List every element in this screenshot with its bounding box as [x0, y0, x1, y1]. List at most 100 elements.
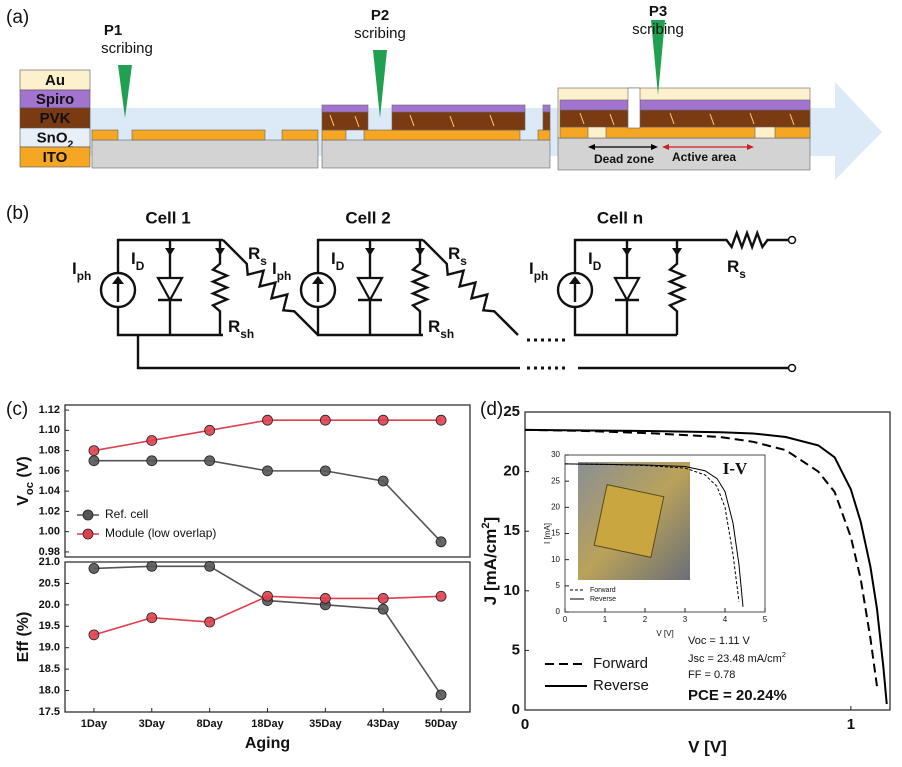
perovskite: [542, 111, 551, 131]
source-label-sub: ph: [277, 269, 292, 283]
scribe-name: P3: [649, 3, 667, 20]
cell-name: Cell n: [597, 208, 643, 227]
y-tick-label: 25: [503, 403, 520, 420]
wire: [316, 307, 423, 337]
marker: [319, 465, 331, 477]
layer-label-sub: 2: [68, 138, 74, 150]
diode-label-part: I: [131, 249, 136, 268]
sno2-ito: [281, 129, 319, 141]
x-tick-label: 0: [563, 615, 568, 624]
grain: [669, 112, 675, 125]
series-label-part: R: [727, 257, 739, 276]
y-axis-label-part: (V): [15, 456, 32, 482]
annotation-part: FF = 0.78: [688, 669, 735, 681]
annotation-sup: 2: [782, 651, 786, 659]
marker: [435, 536, 447, 548]
series-label-part: R: [448, 244, 460, 263]
arrow-head: [651, 144, 658, 150]
y-tick-label: 15: [503, 522, 520, 539]
cell-name: Cell 2: [345, 208, 390, 227]
grain: [329, 114, 335, 127]
x-tick-label: 3Day: [139, 718, 166, 730]
y-tick-label: 21.0: [39, 556, 60, 568]
series-label-part: R: [248, 244, 260, 263]
x-tick-label: 50Day: [425, 718, 458, 730]
shunt-resistor: [666, 240, 688, 335]
diode: [613, 276, 641, 303]
shunt-label-part: R: [428, 317, 440, 336]
diode-label: ID: [588, 249, 602, 273]
source-arrow-head: [312, 276, 324, 284]
current-arrow: [215, 248, 225, 256]
x-tick-label: 3: [683, 615, 688, 624]
layer-label: SnO2: [37, 129, 74, 150]
layer-label-part: PVK: [40, 110, 71, 127]
y-tick-label: 30: [551, 450, 560, 459]
x-tick-label: 35Day: [309, 718, 342, 730]
glass: [91, 139, 319, 169]
series-line: [524, 428, 888, 705]
marker: [262, 465, 273, 477]
spiro: [559, 99, 629, 111]
spiro: [391, 104, 526, 113]
source-arrow-head: [112, 276, 124, 284]
sno2-ito: [131, 129, 266, 141]
shunt-label-part: R: [228, 317, 240, 336]
current-arrow: [415, 248, 425, 256]
layer-label: Au: [45, 72, 65, 89]
p3-gap: [627, 87, 641, 129]
marker: [319, 414, 331, 426]
y-tick-label: 1.00: [39, 526, 60, 538]
marker: [377, 603, 389, 615]
scribe-action: scribing: [101, 40, 153, 57]
marker: [204, 560, 216, 572]
spiro: [542, 104, 551, 113]
legend-label: Ref. cell: [105, 507, 148, 521]
annotation-part: Jsc = 23.48 mA/cm: [688, 653, 782, 665]
device-photo: [593, 484, 665, 558]
source-label: Iph: [72, 259, 91, 283]
layer-label-part: SnO: [37, 129, 68, 146]
grain: [709, 113, 715, 126]
series-resistor: [706, 229, 788, 251]
wire: [316, 238, 423, 273]
layer-label: ITO: [43, 149, 68, 166]
laser: [651, 20, 665, 95]
series-resistor: [222, 239, 319, 336]
y-tick-label: 19.5: [39, 620, 60, 632]
annotation: Jsc = 23.48 mA/cm2: [688, 651, 786, 665]
diode-label-sub: D: [136, 259, 145, 273]
marker: [319, 593, 331, 604]
layer-label-part: Au: [45, 72, 65, 89]
marker: [435, 590, 447, 602]
y-axis-label: I [mA]: [543, 523, 552, 544]
grain: [789, 113, 795, 126]
perovskite: [639, 109, 811, 128]
diode-label-part: I: [588, 249, 593, 268]
y-tick-label: 0: [512, 701, 520, 718]
series-label-sub: s: [739, 267, 746, 281]
annotation: PCE = 20.24%: [688, 687, 787, 704]
y-tick-label: 25: [551, 476, 560, 485]
layer-label: PVK: [40, 110, 71, 127]
annotation: Voc = 1.11 V: [688, 635, 751, 647]
y-axis-label-part: Eff (%): [15, 612, 32, 663]
sno2-ito: [363, 129, 521, 141]
y-tick-label: 20.5: [39, 577, 60, 589]
y-tick-label: 0: [556, 607, 561, 616]
y-tick-label: 1.02: [39, 505, 60, 517]
y-axis-label-sub: oc: [24, 482, 36, 495]
diode: [356, 276, 384, 303]
series-label-sub: s: [460, 254, 467, 268]
y-tick-label: 1.12: [39, 404, 60, 416]
source-label-sub: ph: [534, 269, 549, 283]
laser: [118, 65, 132, 118]
y-tick-label: 18.0: [39, 684, 60, 696]
series-label: Rs: [727, 257, 746, 281]
diode-label: ID: [131, 249, 145, 273]
annotation: FF = 0.78: [688, 669, 735, 681]
grain: [749, 112, 755, 125]
marker: [377, 414, 389, 426]
x-axis-label: V [V]: [656, 629, 673, 638]
shunt-resistor: [409, 240, 431, 335]
